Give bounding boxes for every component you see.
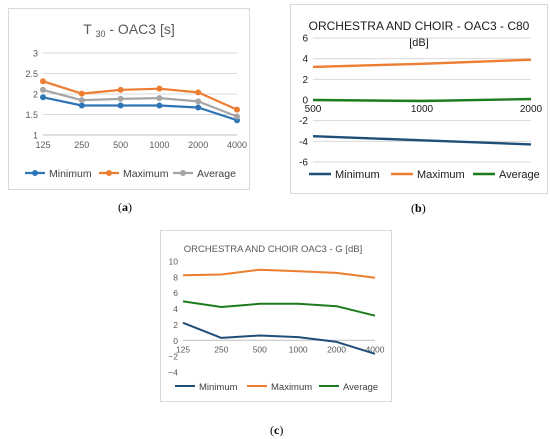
chart-c-legend-label: Average <box>343 382 378 393</box>
chart-b-series-line-average <box>312 97 532 103</box>
chart-a-legend-label: Maximum <box>123 168 169 180</box>
chart-c-ytick-label: 2 <box>173 320 178 330</box>
chart-c-ytick-label: 6 <box>173 288 178 298</box>
chart-a-xtick-label: 2000 <box>188 140 208 150</box>
caption-c: (c) <box>270 423 284 437</box>
chart-panel-c: ORCHESTRA AND CHOIR OAC3 - G [dB] −4 −2 0 2… <box>160 230 392 402</box>
chart-a-point-minimum <box>117 102 124 109</box>
caption-c-letter: c <box>274 423 280 437</box>
chart-c-ytick-label: −2 <box>168 352 178 362</box>
chart-a-point-average <box>40 86 46 93</box>
chart-b-legend-label: Maximum <box>417 169 465 181</box>
chart-a-ytick-label: 1.5 <box>25 110 38 120</box>
chart-c-title: ORCHESTRA AND CHOIR OAC3 - G [dB] <box>184 244 362 255</box>
chart-c-legend-label: Maximum <box>271 382 312 393</box>
chart-b-ytick-label: -6 <box>299 158 308 169</box>
chart-panel-a: T 30 - OAC3 [s] 1 1.5 2 2.5 3 125 250 500 1000 20… <box>8 8 250 190</box>
chart-a-point-minimum <box>78 102 85 109</box>
chart-c-xtick-label: 2000 <box>327 344 346 354</box>
chart-a-ytick-label: 3 <box>33 49 38 59</box>
chart-a-series-line-minimum <box>42 96 238 122</box>
chart-b-xtick-label: 500 <box>305 104 322 115</box>
chart-a-ytick-label: 2.5 <box>25 69 38 79</box>
chart-a-point-average <box>234 113 240 120</box>
chart-c-xtick-label: 4000 <box>366 344 385 354</box>
chart-a-xtick-label: 250 <box>74 140 89 150</box>
chart-a-legend-label: Average <box>197 168 236 180</box>
chart-a-point-maximum <box>195 89 202 96</box>
chart-a-point-minimum <box>156 102 163 109</box>
chart-a-title-subscript: 30 <box>95 29 105 39</box>
chart-c-xtick-label: 1000 <box>289 344 308 354</box>
chart-a-point-minimum <box>40 94 46 101</box>
chart-a-xtick-label: 1000 <box>149 140 169 150</box>
chart-c-ytick-label: −4 <box>168 368 178 378</box>
chart-b-legend-label: Average <box>499 169 540 181</box>
chart-b-title: ORCHESTRA AND CHOIR - OAC3 - C80 <box>309 19 530 33</box>
chart-a-series-line-maximum <box>42 80 238 111</box>
chart-c-ytick-label: 10 <box>169 257 179 267</box>
chart-b-series-line-maximum <box>312 58 532 69</box>
chart-c-series-line-maximum <box>182 268 376 279</box>
chart-a-legend-marker-minimum <box>32 170 38 176</box>
chart-a-point-maximum <box>78 90 85 97</box>
chart-b-ytick-label: 0 <box>302 96 308 107</box>
chart-a-title-text: T <box>83 21 92 37</box>
chart-a-xtick-label: 500 <box>113 140 128 150</box>
chart-a-point-minimum <box>195 104 202 111</box>
chart-a-svg: T 30 - OAC3 [s] 1 1.5 2 2.5 3 125 250 500 1000 20… <box>25 21 247 180</box>
chart-c-ytick-label: 0 <box>173 336 178 346</box>
chart-b-subtitle: [dB] <box>409 37 429 49</box>
chart-a-series-line-average <box>42 88 238 118</box>
chart-a-point-average <box>117 95 124 102</box>
chart-panel-b: ORCHESTRA AND CHOIR - OAC3 - C80 [dB] -6… <box>290 4 548 194</box>
chart-c-ytick-label: 8 <box>173 272 178 282</box>
caption-b-letter: b <box>415 201 422 215</box>
chart-a-point-average <box>156 95 163 102</box>
chart-c-xtick-label: 500 <box>253 344 267 354</box>
chart-c-xtick-label: 125 <box>176 344 190 354</box>
chart-b-legend-label: Minimum <box>335 169 380 181</box>
caption-a-letter: a <box>122 200 128 214</box>
chart-a-legend-marker-maximum <box>106 170 112 176</box>
chart-c-series-line-minimum <box>182 321 376 355</box>
chart-b-svg: ORCHESTRA AND CHOIR - OAC3 - C80 [dB] -6… <box>299 19 543 181</box>
chart-b-ytick-label: -4 <box>299 137 308 148</box>
chart-b-ytick-label: 2 <box>302 75 308 86</box>
chart-a-ytick-label: 2 <box>33 90 38 100</box>
chart-a-point-maximum <box>117 86 124 93</box>
caption-b: (b) <box>411 201 426 215</box>
chart-c-legend-label: Minimum <box>199 382 238 393</box>
chart-b-ytick-label: -2 <box>299 116 308 127</box>
chart-a-ytick-label: 1 <box>33 131 38 141</box>
chart-a-legend-label: Minimum <box>49 168 92 180</box>
chart-b-ytick-label: 6 <box>302 34 308 45</box>
chart-b-ytick-label: 4 <box>302 54 308 65</box>
chart-c-svg: ORCHESTRA AND CHOIR OAC3 - G [dB] −4 −2 0 2… <box>168 244 385 393</box>
chart-a-point-maximum <box>156 85 163 92</box>
chart-b-xtick-label: 1000 <box>411 104 434 115</box>
chart-c-series-line-average <box>182 300 376 317</box>
chart-a-point-maximum <box>234 106 240 113</box>
chart-a-xtick-label: 4000 <box>227 140 247 150</box>
chart-a-legend-marker-average <box>180 170 186 176</box>
chart-a-title: T 30 - OAC3 [s] <box>83 21 174 39</box>
chart-a-point-maximum <box>40 78 46 85</box>
chart-b-xtick-label: 2000 <box>520 104 543 115</box>
chart-b-series-line-minimum <box>312 135 532 146</box>
chart-a-xtick-label: 125 <box>35 140 50 150</box>
caption-a: (a) <box>118 200 132 214</box>
chart-a-point-average <box>78 97 85 104</box>
chart-c-ytick-label: 4 <box>173 304 178 314</box>
chart-a-point-average <box>195 98 202 105</box>
chart-a-title-rest: - OAC3 [s] <box>105 21 174 37</box>
chart-c-xtick-label: 250 <box>214 344 228 354</box>
